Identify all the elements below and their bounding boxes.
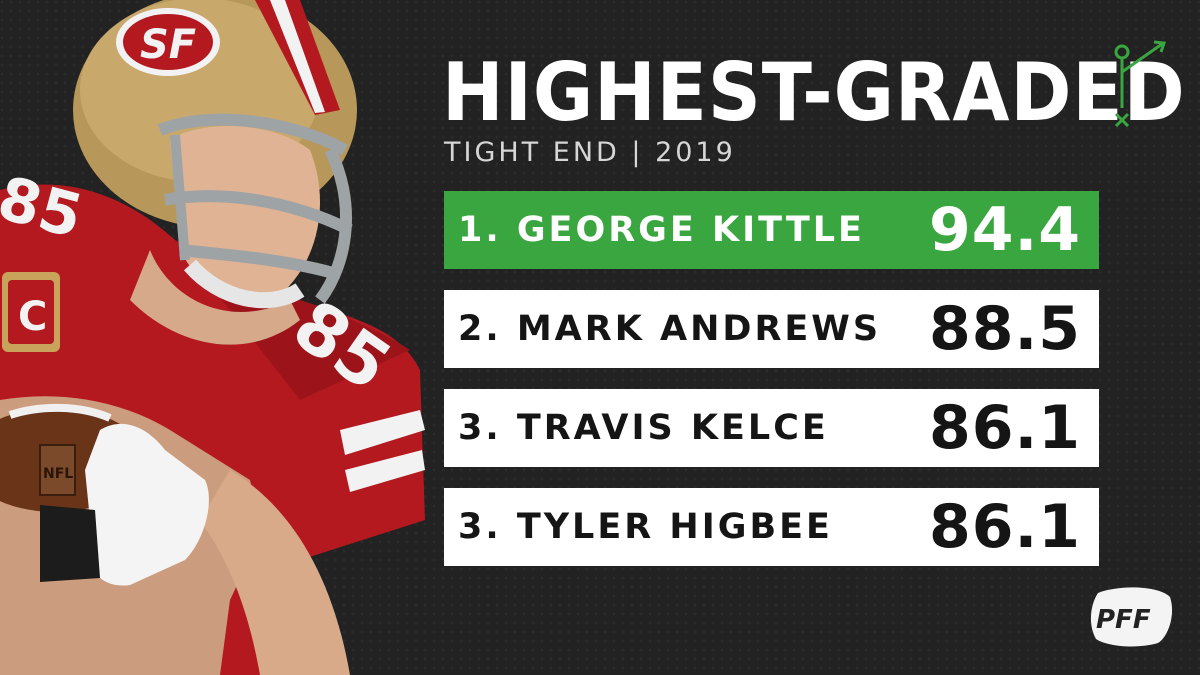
page-title: HIGHEST-GRADED: [442, 46, 1186, 139]
player-name: 3. TRAVIS KELCE: [458, 408, 829, 448]
svg-text:NFL: NFL: [43, 466, 73, 482]
player-grade: 86.1: [928, 492, 1081, 562]
player-grade: 88.5: [928, 294, 1081, 364]
play-diagram-icon: [1114, 40, 1167, 128]
player-grade: 94.4: [928, 195, 1081, 265]
player-name: 2. MARK ANDREWS: [458, 309, 882, 349]
svg-text:C: C: [18, 294, 47, 340]
ranking-row: 3. TYLER HIGBEE 86.1: [444, 488, 1099, 566]
page-subtitle: TIGHT END | 2019: [444, 137, 736, 168]
player-name: 1. GEORGE KITTLE: [458, 210, 865, 250]
player-name: 3. TYLER HIGBEE: [458, 507, 833, 547]
svg-text:PFF: PFF: [1096, 605, 1151, 635]
player-grade: 86.1: [928, 393, 1081, 463]
rankings-list: 1. GEORGE KITTLE 94.4 2. MARK ANDREWS 88…: [444, 191, 1099, 587]
helmet-logo: SF: [140, 22, 196, 68]
player-photo: 85 85 C NFL SF: [0, 0, 425, 675]
ranking-row: 1. GEORGE KITTLE 94.4: [444, 191, 1099, 269]
pff-logo: PFF: [1090, 587, 1173, 647]
ranking-row: 2. MARK ANDREWS 88.5: [444, 290, 1099, 368]
ranking-row: 3. TRAVIS KELCE 86.1: [444, 389, 1099, 467]
